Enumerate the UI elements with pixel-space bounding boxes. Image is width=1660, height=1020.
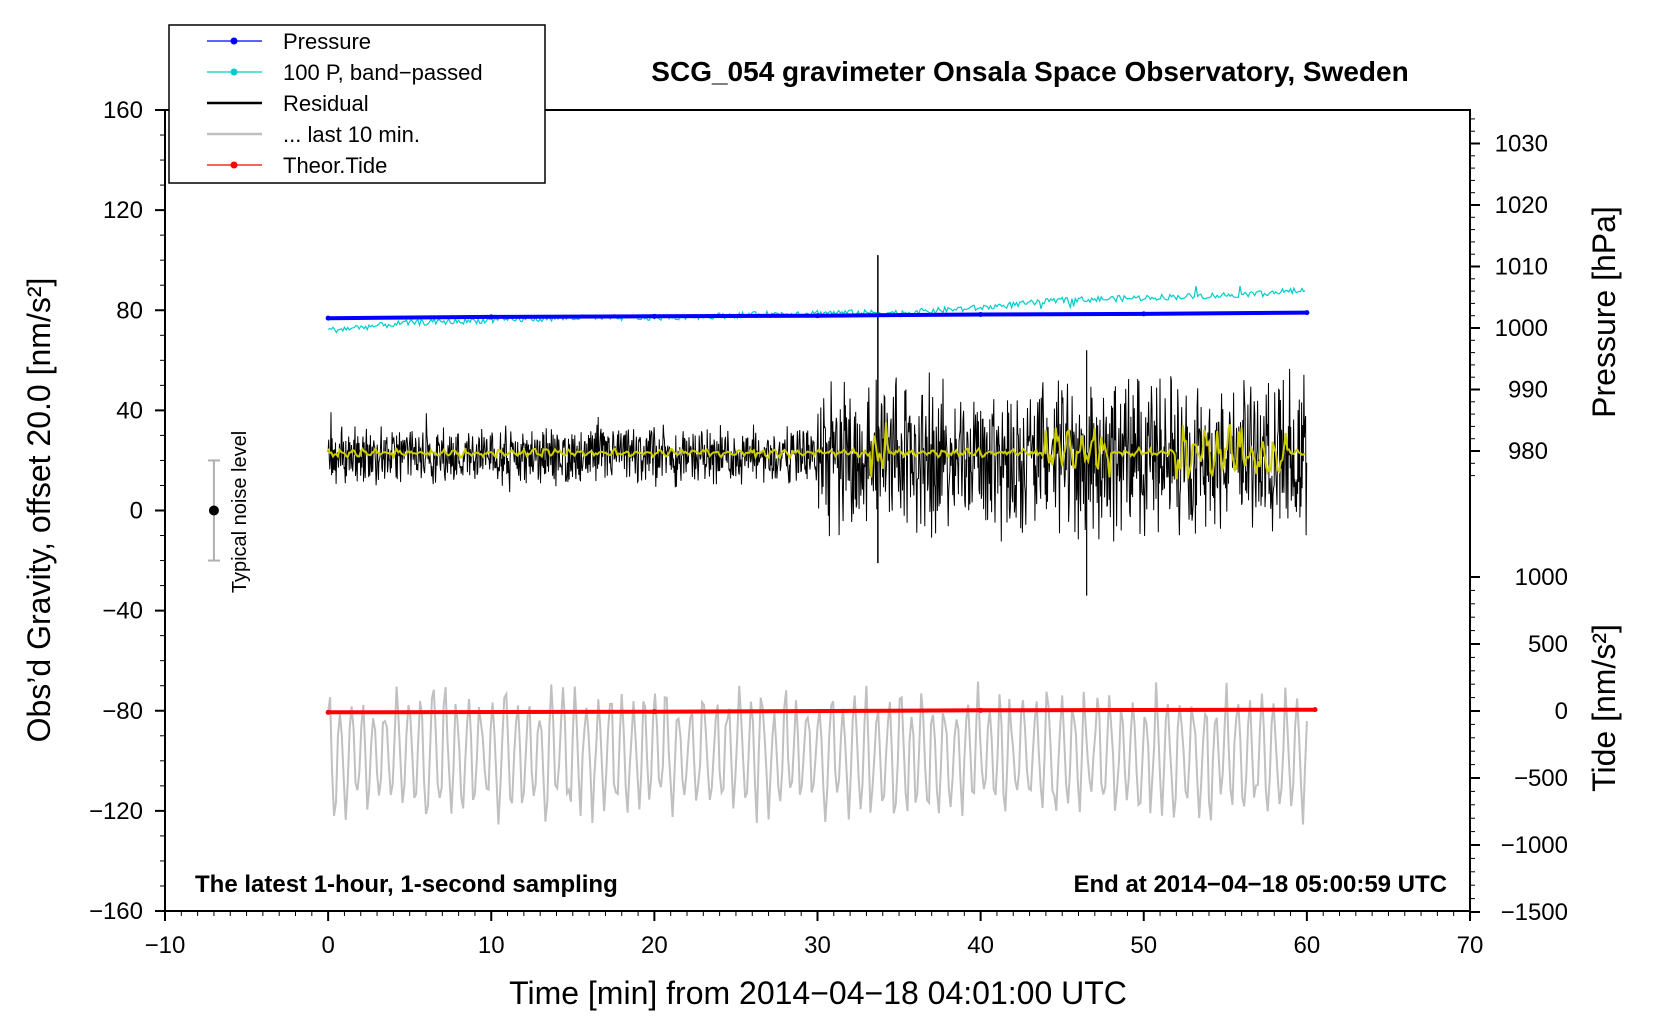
y-axis-ticks: −160 −120 −80 −40 0 40 80 120 160 xyxy=(89,97,165,925)
pressure-point xyxy=(978,311,984,317)
series-pressure-band-passed xyxy=(327,285,1306,334)
y-axis-title-gravity: Obs’d Gravity, offset 20.0 [nm/s²] xyxy=(21,278,57,743)
x-tick-label: 20 xyxy=(641,932,668,959)
pressure-point xyxy=(325,315,331,321)
y-tick-label: 0 xyxy=(130,498,143,525)
legend-marker xyxy=(230,161,238,169)
noise-center-dot xyxy=(208,505,219,516)
y-axis-title-pressure: Pressure [hPa] xyxy=(1586,206,1622,418)
legend-label: 100 P, band−passed xyxy=(283,60,483,85)
tide-tick-label: −1000 xyxy=(1501,832,1568,859)
legend-label: Residual xyxy=(283,91,369,116)
x-tick-label: 60 xyxy=(1294,932,1321,959)
legend: Pressure 100 P, band−passed Residual ... la… xyxy=(168,24,546,184)
pressure-point xyxy=(1141,311,1147,317)
y-axis-title-tide: Tide [nm/s²] xyxy=(1586,624,1622,792)
tide-tick-label: −1500 xyxy=(1501,899,1568,926)
pressure-tick-label: 1010 xyxy=(1495,254,1548,281)
tide-tick-label: 1000 xyxy=(1515,564,1568,591)
x-axis-ticks: −10 0 10 20 30 40 50 60 70 xyxy=(145,911,1484,959)
end-time-note: End at 2014−04−18 05:00:59 UTC xyxy=(1073,871,1447,898)
x-tick-label: 0 xyxy=(321,932,334,959)
x-tick-label: 10 xyxy=(478,932,505,959)
residual-smoothed-line xyxy=(327,422,1306,480)
y-tick-label: −160 xyxy=(89,898,143,925)
tide-point xyxy=(1312,707,1318,713)
y-tick-label: 120 xyxy=(103,197,143,224)
pressure-tick-label: 1020 xyxy=(1495,192,1548,219)
pressure-point xyxy=(651,313,657,319)
last-10-min-line xyxy=(327,681,1308,825)
tide-point xyxy=(651,709,657,715)
pressure-point xyxy=(1304,310,1310,316)
residual-line xyxy=(327,368,1308,542)
y-tick-label: 40 xyxy=(116,397,143,424)
tide-line xyxy=(328,707,1316,715)
y-tick-label: 80 xyxy=(116,297,143,324)
tide-point xyxy=(978,707,984,713)
x-tick-label: −10 xyxy=(145,932,186,959)
series-theor-tide xyxy=(325,707,1318,715)
tide-tick-label: −500 xyxy=(1514,765,1568,792)
pressure-point xyxy=(488,314,494,320)
legend-marker xyxy=(230,37,238,45)
plot-frame xyxy=(164,109,1471,912)
pressure-tick-label: 990 xyxy=(1508,377,1548,404)
legend-marker xyxy=(230,68,238,76)
pressure-axis-ticks: 980 990 1000 1010 1020 1030 xyxy=(1470,118,1548,477)
noise-level-indicator xyxy=(207,459,220,562)
sampling-note: The latest 1-hour, 1-second sampling xyxy=(195,871,618,898)
pressure-tick-label: 1030 xyxy=(1495,131,1548,158)
series-pressure xyxy=(325,310,1310,321)
chart-title: SCG_054 gravimeter Onsala Space Observat… xyxy=(651,56,1408,87)
legend-label: Pressure xyxy=(283,29,371,54)
legend-label: Theor.Tide xyxy=(283,153,387,178)
y-tick-label: −80 xyxy=(102,698,143,725)
pressure-tick-label: 1000 xyxy=(1495,315,1548,342)
x-tick-label: 50 xyxy=(1130,932,1157,959)
y-tick-label: −120 xyxy=(89,798,143,825)
tide-tick-label: 500 xyxy=(1528,631,1568,658)
pressure-point xyxy=(815,313,820,319)
pressure-band-passed-line xyxy=(327,285,1306,334)
tide-tick-label: 0 xyxy=(1555,698,1568,725)
noise-level-label: Typical noise level xyxy=(229,431,251,593)
x-tick-label: 40 xyxy=(967,932,994,959)
series-residual-smoothed xyxy=(327,422,1306,480)
series-residual xyxy=(327,255,1308,596)
x-tick-label: 30 xyxy=(804,932,831,959)
x-tick-label: 70 xyxy=(1457,932,1484,959)
series-last-10-min xyxy=(327,681,1308,825)
y-tick-label: −40 xyxy=(102,598,143,625)
y-tick-label: 160 xyxy=(103,97,143,124)
x-axis-title: Time [min] from 2014−04−18 04:01:00 UTC xyxy=(509,975,1127,1011)
legend-label: ... last 10 min. xyxy=(283,122,420,147)
tide-point xyxy=(325,709,331,715)
pressure-tick-label: 980 xyxy=(1508,438,1548,465)
tide-axis-ticks: −1500 −1000 −500 0 500 1000 xyxy=(1470,564,1568,926)
